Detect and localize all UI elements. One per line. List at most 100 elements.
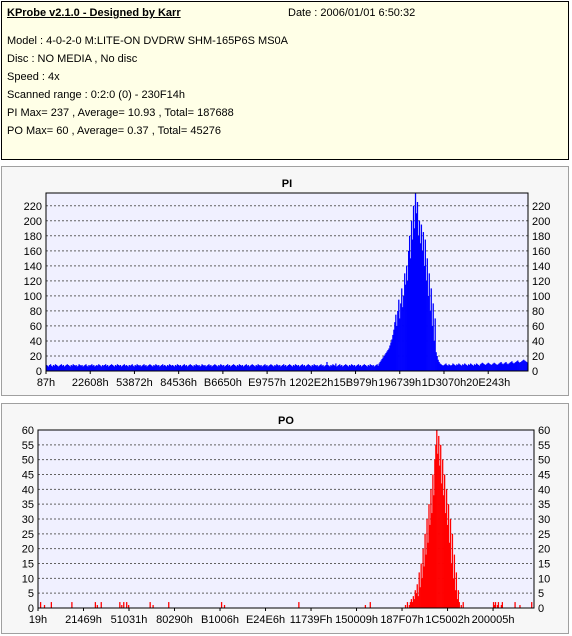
pi-bar	[294, 364, 297, 371]
po-bar	[417, 596, 419, 608]
pi-bar	[177, 364, 180, 371]
po-ytick-left-label: 15	[22, 559, 34, 571]
pi-bar	[103, 365, 105, 371]
pi-bar	[215, 364, 217, 371]
po-ytick-left-label: 25	[22, 529, 34, 541]
pi-bar	[187, 365, 189, 371]
pi-bar	[180, 366, 183, 371]
pi-bar	[382, 357, 384, 371]
pi-bar	[366, 366, 368, 371]
pi-bar	[423, 265, 426, 371]
pi-bar	[225, 365, 227, 371]
pi-chart: PI 0 0 20 20 40 40 60 60 80 80 100 100 120 120 140 140 16…	[24, 178, 551, 389]
pi-xtick-label: 1D3070h	[422, 377, 467, 389]
pi-bar	[212, 365, 214, 371]
pi-bar	[151, 365, 153, 371]
pi-bar	[347, 365, 349, 371]
pi-bar	[484, 364, 486, 371]
po-bar	[123, 602, 125, 608]
po-bar	[457, 590, 459, 608]
pi-bar	[185, 364, 187, 371]
pi-bar	[449, 364, 451, 371]
pi-bar	[385, 352, 387, 371]
po-bar	[427, 542, 429, 608]
pi-bar	[173, 366, 176, 371]
pi-ytick-right-label: 80	[532, 306, 544, 318]
po-xtick-label: E24E6h	[246, 614, 285, 626]
po-bar	[412, 596, 414, 608]
pi-bar	[372, 364, 374, 371]
pi-bar	[148, 364, 150, 371]
pi-bar	[445, 363, 447, 371]
pi-bar	[347, 366, 350, 371]
pi-bar	[287, 364, 290, 371]
po-bar	[438, 435, 440, 608]
pi-ytick-left-label: 160	[24, 246, 42, 258]
pi-bar	[121, 365, 124, 371]
pi-bar	[407, 250, 410, 371]
info-panel: KProbe v2.1.0 - Designed by Karr Date : …	[1, 1, 569, 160]
po-bar	[121, 605, 123, 608]
pi-bar	[521, 361, 523, 371]
po-bar	[369, 602, 371, 608]
pi-bar	[415, 213, 418, 371]
pi-bar	[68, 365, 70, 371]
pi-bar	[127, 366, 129, 371]
pi-bar	[295, 364, 298, 371]
pi-bar	[444, 364, 446, 371]
pi-bar	[223, 364, 225, 371]
pi-bar	[397, 310, 399, 371]
pi-bar	[106, 364, 109, 371]
pi-bar	[450, 365, 452, 371]
pi-bar	[77, 365, 79, 371]
pi-bar	[357, 364, 360, 371]
pi-bar	[176, 364, 179, 371]
pi-bar	[53, 365, 56, 371]
pi-bar	[437, 359, 439, 371]
pi-bar	[76, 366, 78, 371]
pi-bar	[249, 365, 251, 371]
pi-bar	[520, 361, 522, 371]
pi-bar	[120, 366, 123, 371]
pi-bar	[134, 364, 136, 371]
po-bar	[410, 599, 413, 608]
pi-bar	[422, 232, 425, 371]
pi-bar	[252, 364, 254, 371]
pi-bar	[518, 361, 520, 371]
pi-bar	[70, 364, 72, 371]
pi-bar	[451, 364, 453, 371]
pi-bar	[307, 364, 309, 371]
pi-bar	[71, 365, 73, 371]
pi-bar	[273, 366, 275, 371]
pi-bar	[393, 329, 395, 371]
pi-bar	[379, 361, 381, 371]
pi-ytick-right-label: 100	[532, 291, 550, 303]
pi-bar	[79, 364, 81, 371]
pi-bar	[66, 364, 68, 371]
pi-bar	[272, 365, 274, 371]
pi-bar	[434, 318, 436, 371]
pi-bar	[128, 364, 130, 371]
pi-bar	[479, 364, 482, 371]
po-bar	[413, 599, 415, 608]
po-bar	[220, 602, 223, 608]
po-bar	[531, 602, 533, 608]
pi-bar	[222, 365, 224, 371]
pi-bar	[411, 239, 414, 371]
pi-bar	[421, 250, 424, 371]
pi-bar	[75, 364, 77, 371]
pi-bar	[261, 366, 263, 371]
pi-bar	[67, 364, 69, 371]
pi-bar	[284, 365, 286, 371]
po-bar	[432, 474, 434, 608]
pi-bar	[491, 364, 493, 371]
pi-bar	[126, 365, 128, 371]
pi-bar	[240, 365, 243, 371]
pi-bar	[114, 364, 117, 371]
pi-bar	[62, 364, 64, 371]
pi-bar	[395, 314, 397, 371]
pi-bar	[116, 364, 119, 371]
po-bar	[50, 602, 52, 608]
pi-bar	[308, 364, 310, 371]
pi-bar	[255, 364, 257, 371]
